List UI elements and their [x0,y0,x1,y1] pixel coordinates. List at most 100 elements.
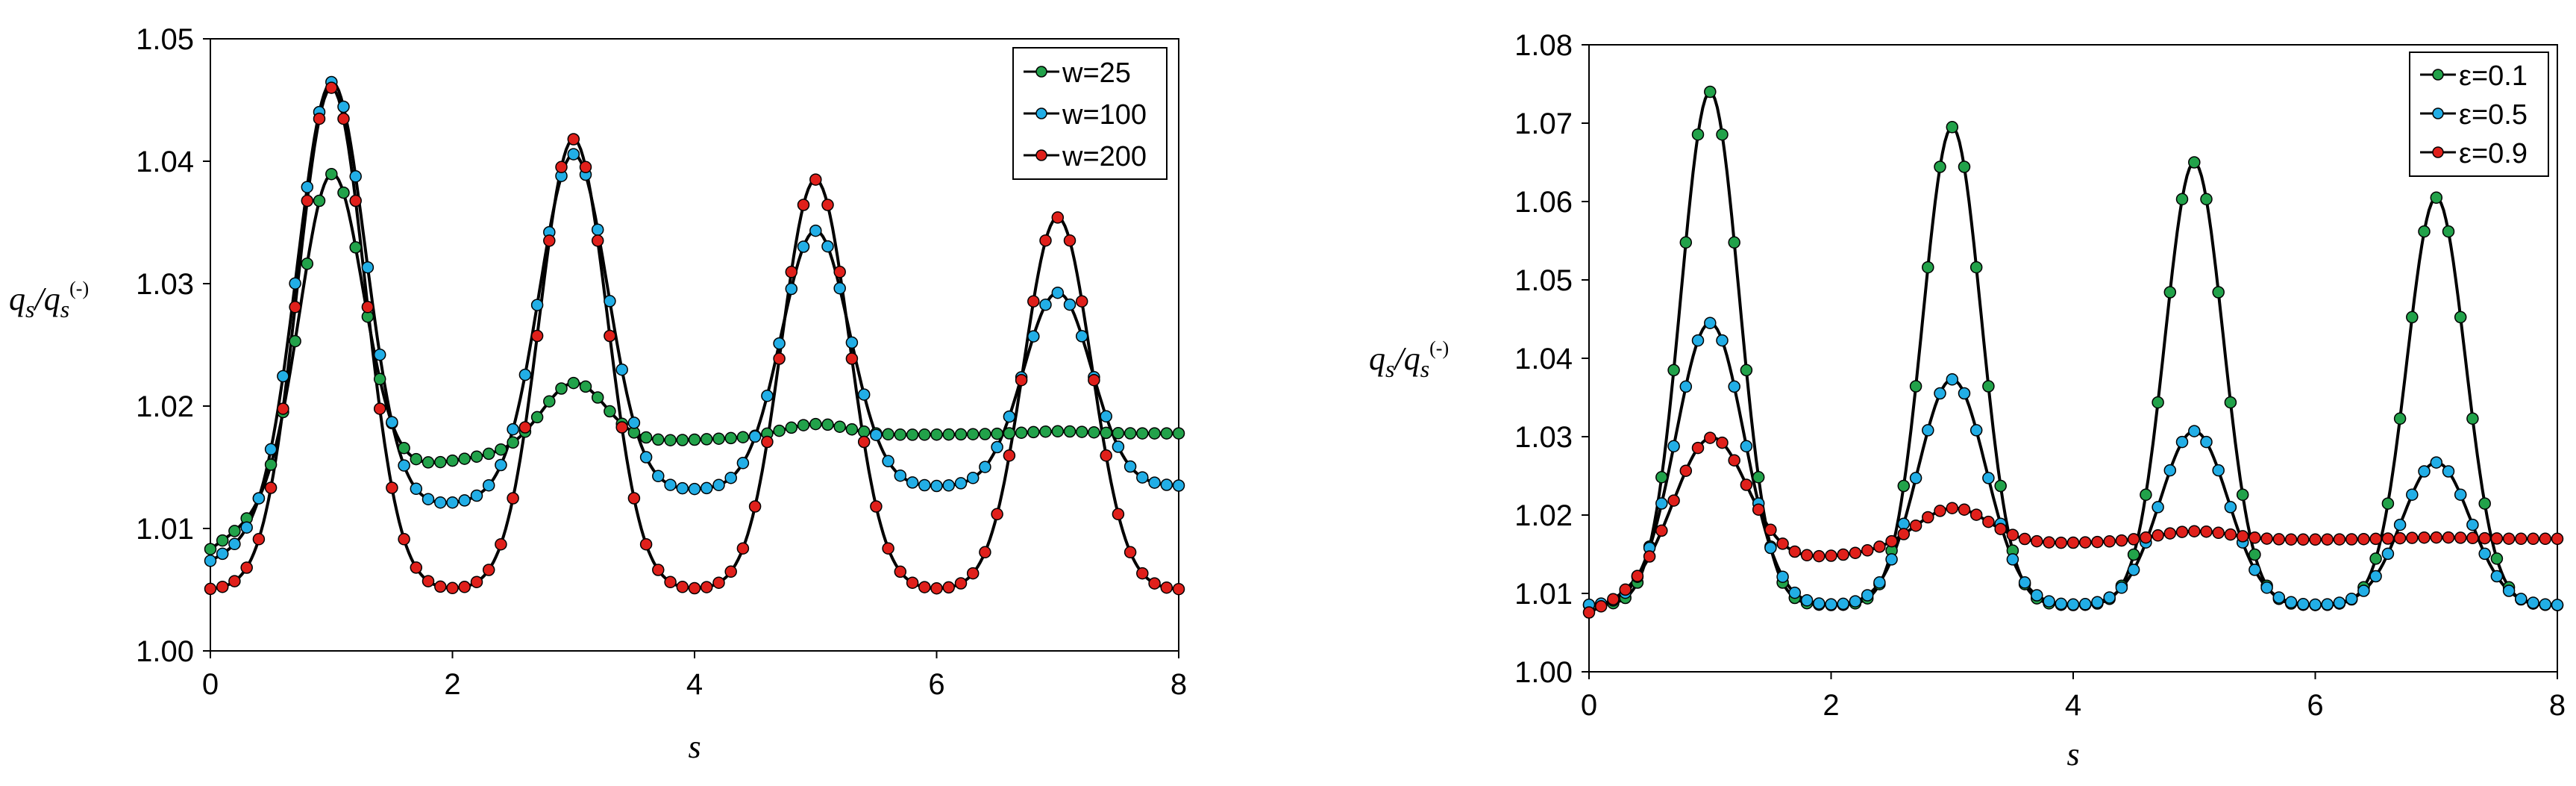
data-point [1039,234,1052,247]
data-point [736,431,750,443]
legend-marker [2432,107,2444,119]
data-point [2478,497,2491,510]
data-point [1112,440,1125,453]
data-point [2393,531,2407,545]
legend-entry: w=25 [1024,57,1131,89]
legend-entry: w=100 [1024,99,1147,131]
data-point [470,450,483,463]
y-tick-label: 1.08 [1514,29,1573,62]
y-label-main: q [1369,340,1385,377]
data-point [2140,531,2152,544]
data-point [2406,311,2419,324]
data-point [1934,387,1946,400]
y-label-den-sup: (-) [1429,337,1449,359]
data-point [2442,465,2455,478]
data-point [2175,525,2189,538]
data-point [2345,593,2358,605]
ticks-right: 1.00 1.01 1.02 1.03 1.04 1.05 1.06 1.07 1.08 0 2 4 6… [1514,29,2566,722]
data-point [2357,532,2370,546]
data-point [1813,549,1826,563]
data-point [966,428,980,440]
data-point [2466,518,2479,531]
data-point [2066,598,2080,611]
data-point [991,427,1003,440]
data-point [930,479,943,493]
data-point [2127,564,2140,576]
data-point [1619,583,1632,596]
data-point [204,582,217,596]
data-point [2502,532,2516,545]
data-point [1075,330,1088,343]
data-point [1704,431,1717,444]
data-point [979,428,991,440]
data-point [2490,552,2504,565]
data-point [2152,396,2164,409]
data-point [1003,449,1016,462]
data-point [2454,488,2467,501]
data-point [1716,128,1729,141]
data-point [1704,316,1717,329]
y-tick-label: 1.01 [1514,578,1573,611]
data-point [2502,584,2516,597]
data-point [530,299,544,311]
data-point [1776,570,1789,583]
data-point [785,421,798,434]
data-point [2430,456,2443,469]
data-point [1728,236,1740,249]
data-point [676,581,689,593]
data-point [2369,532,2382,546]
y-tick-label: 1.00 [1514,656,1573,689]
y-tick-label: 1.03 [1514,421,1573,454]
data-point [2175,193,2189,206]
data-point [1788,545,1802,558]
data-point [2260,581,2273,594]
data-point [567,376,580,390]
data-point [470,576,483,588]
data-point [761,390,774,402]
data-point [2152,529,2164,542]
legend-label: w=100 [1062,99,1147,131]
legend-right: ε=0.1 ε=0.5 ε=0.9 [2409,52,2549,177]
ticks-left: 1.00 1.01 1.02 1.03 1.04 1.05 0 2 4 6 8 [136,23,1187,701]
data-point [228,525,241,537]
data-point [1691,334,1705,347]
data-point [664,434,677,446]
x-tick-label: 4 [686,668,703,701]
data-point [724,471,737,484]
data-point [2018,532,2031,546]
data-point [1027,425,1040,439]
data-point [870,500,883,513]
data-point [555,382,568,395]
y-tick-label: 1.04 [1514,343,1573,375]
y-tick-label: 1.01 [136,513,194,546]
data-point [736,457,750,470]
data-point [1885,534,1898,548]
data-point [712,432,725,445]
data-point [1027,330,1040,343]
data-point [2043,536,2055,549]
data-point [1679,380,1693,393]
data-point [482,447,495,461]
data-point [2248,548,2261,561]
data-point [1655,471,1668,484]
data-point [2515,593,2528,605]
data-point [2260,532,2273,545]
data-point [337,100,350,113]
y-label-den-sub: s [1420,355,1429,382]
data-point [821,199,834,211]
data-point [664,478,677,491]
data-point [337,186,350,199]
data-point [604,329,616,343]
legend-marker [2432,69,2444,81]
legend-entry: ε=0.5 [2420,99,2528,131]
data-point [954,577,968,590]
data-point [2478,547,2491,561]
data-point [2152,501,2164,514]
data-point [2200,525,2213,538]
y-label-sub: s [1385,355,1394,382]
data-point [2418,531,2431,544]
data-point [652,433,665,446]
data-point [2103,591,2116,604]
data-point [507,422,519,436]
data-point [979,546,991,559]
